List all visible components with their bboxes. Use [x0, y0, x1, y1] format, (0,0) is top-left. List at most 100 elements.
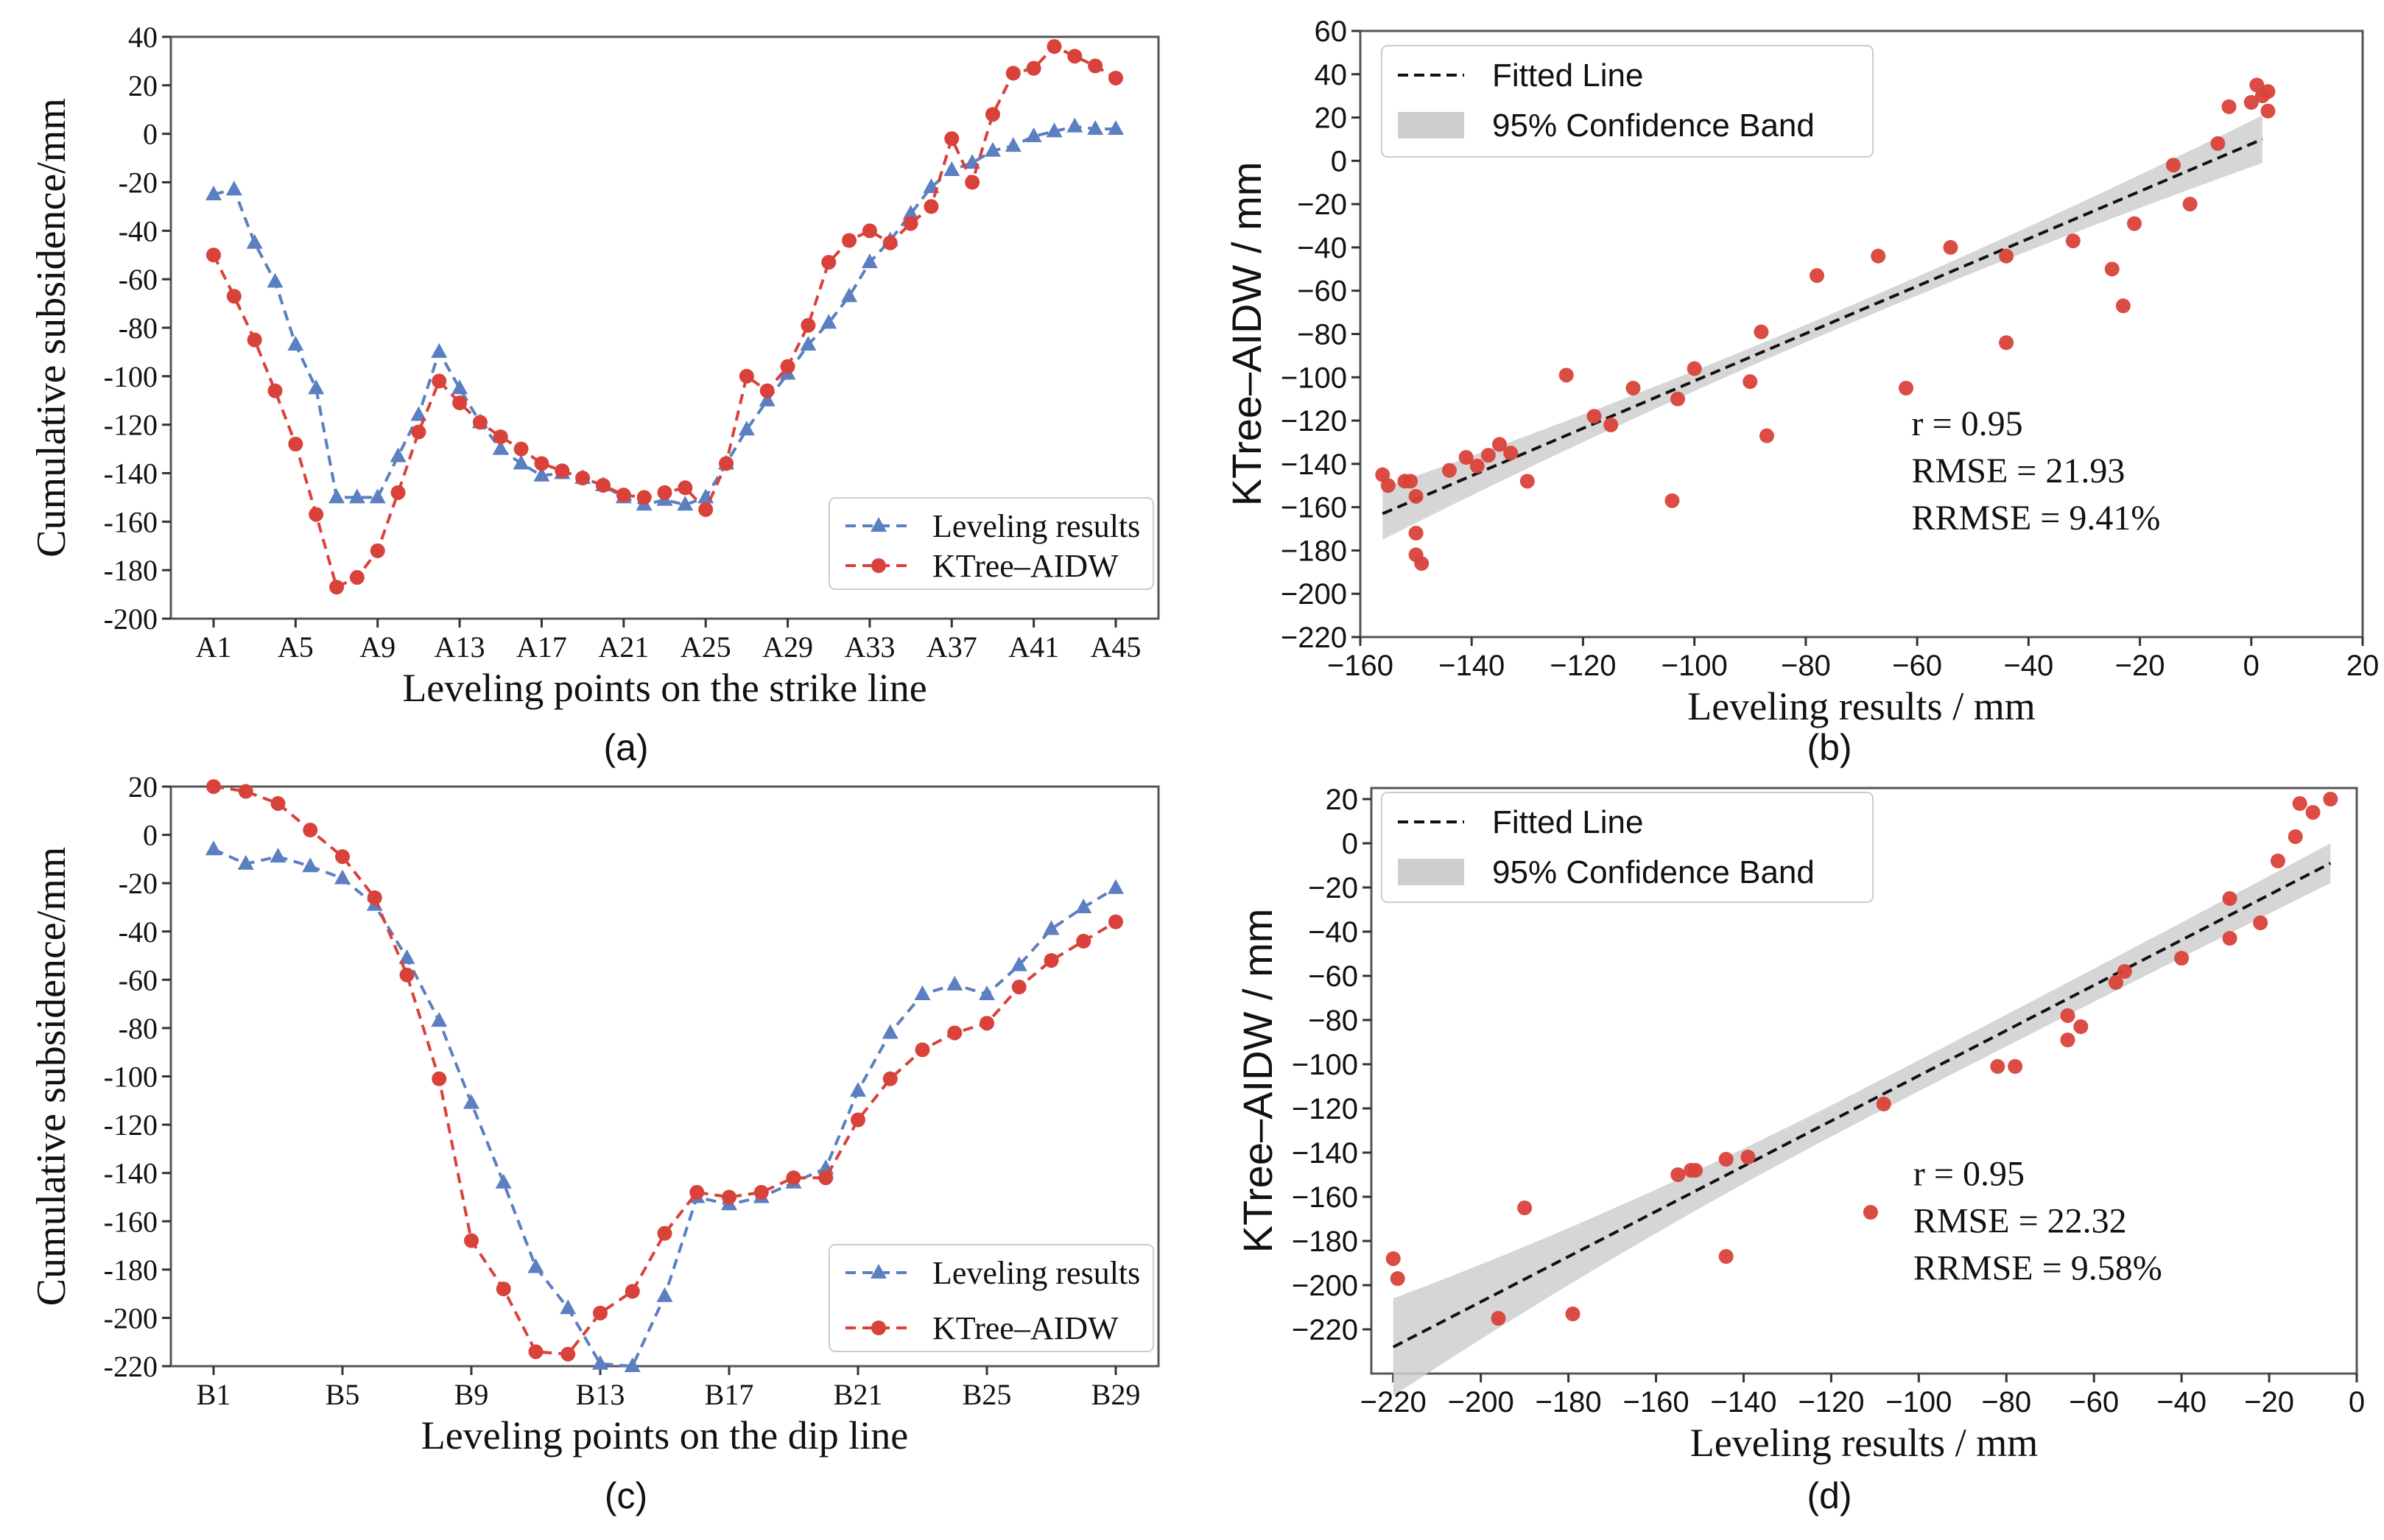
x-tick-label: A9	[359, 630, 395, 664]
stat-annotation: RMSE = 21.93	[1912, 451, 2125, 491]
legend-label: KTree–AIDW	[932, 1310, 1119, 1346]
data-point-triangle	[225, 180, 242, 196]
legend-label: 95% Confidence Band	[1492, 108, 1815, 144]
data-point-circle	[1044, 953, 1059, 968]
chart-panel-d: (d) 200−20−40−60−80−100−120−140−160−180−…	[1234, 784, 2365, 1516]
data-point-circle	[1088, 58, 1103, 74]
legend-label: Leveling results	[932, 508, 1140, 544]
scatter-point	[1586, 409, 1602, 424]
x-tick-label: A1	[196, 630, 232, 664]
data-point-circle	[786, 1170, 801, 1186]
y-tick-label: -40	[119, 214, 158, 247]
scatter-point	[2243, 94, 2259, 110]
legend-label: Fitted Line	[1492, 804, 1643, 840]
legend-box	[1381, 45, 1874, 158]
data-point-circle	[496, 1281, 511, 1297]
legend-label: Leveling results	[932, 1255, 1140, 1291]
data-point-circle	[472, 415, 488, 430]
data-point-circle	[924, 199, 939, 214]
data-point-circle	[657, 485, 672, 500]
x-tick-label: −140	[1438, 650, 1505, 682]
data-point-triangle	[1043, 920, 1060, 935]
y-tick-label: −140	[1292, 1137, 1358, 1170]
scatter-point	[1414, 556, 1430, 572]
data-point-triangle	[800, 336, 817, 351]
scatter-point	[2182, 197, 2198, 212]
data-point-triangle	[979, 985, 995, 1001]
scatter-point	[2260, 84, 2276, 99]
scatter-point	[1687, 361, 1702, 376]
y-tick-label: −60	[1297, 275, 1347, 308]
x-tick-label: −140	[1710, 1386, 1776, 1418]
data-point-circle	[335, 849, 350, 865]
data-point-triangle	[328, 488, 345, 504]
series-line	[213, 785, 1117, 1356]
scatter-point	[1492, 437, 1508, 452]
data-point-circle	[349, 570, 365, 586]
legend-label: 95% Confidence Band	[1492, 854, 1815, 890]
scatter-point	[2108, 975, 2123, 990]
data-point-circle	[493, 429, 508, 445]
data-point-triangle	[624, 1357, 641, 1372]
scatter-point	[1441, 463, 1457, 478]
data-point-circle	[882, 1071, 898, 1086]
data-point-circle	[636, 490, 652, 505]
data-point-circle	[1067, 49, 1083, 64]
scatter-point	[1390, 1271, 1405, 1286]
scatter-point	[1385, 1251, 1401, 1266]
data-point-circle	[657, 1226, 672, 1241]
x-tick-label: B21	[834, 1378, 883, 1411]
y-tick-label: −40	[1308, 916, 1358, 949]
y-tick-label: −20	[1308, 872, 1358, 904]
chart-panel-c: (c) 20 0 -20 -40 -60 -80 -100 -120 -140 -160 -180 -…	[29, 770, 1160, 1516]
scatter-point	[2210, 136, 2226, 151]
scatter-point	[2260, 103, 2276, 119]
y-tick-label: -180	[104, 554, 158, 587]
scatter-point	[1670, 391, 1685, 407]
data-point-triangle	[463, 1094, 479, 1109]
y-tick-label: −80	[1308, 1005, 1358, 1037]
x-tick-label: B1	[197, 1378, 231, 1411]
data-point-circle	[625, 1284, 640, 1299]
y-tick-label: -220	[104, 1350, 158, 1383]
data-point-circle	[1108, 914, 1123, 929]
scatter-point	[2104, 261, 2120, 277]
y-tick-label: −80	[1297, 319, 1347, 351]
scatter-point	[2222, 931, 2237, 946]
y-tick-label: 0	[1342, 828, 1358, 860]
data-point-triangle	[334, 869, 351, 885]
y-tick-label: -100	[104, 360, 158, 393]
scatter-point	[1999, 335, 2014, 351]
x-tick-label: A41	[1008, 630, 1059, 664]
data-point-triangle	[841, 287, 858, 303]
data-point-circle	[595, 477, 611, 493]
panel-caption-c: (c)	[605, 1475, 647, 1516]
y-tick-label: −220	[1281, 622, 1347, 654]
x-tick-label: −100	[1662, 650, 1728, 682]
data-point-triangle	[943, 161, 960, 177]
scatter-point	[2270, 854, 2285, 868]
y-tick-label: 20	[128, 69, 158, 102]
fitted-line	[1392, 862, 2332, 1349]
data-point-triangle	[902, 205, 919, 220]
data-point-triangle	[1066, 117, 1083, 133]
data-point-circle	[432, 373, 447, 389]
y-tick-label: −40	[1297, 232, 1347, 264]
x-tick-label: −80	[1781, 650, 1831, 682]
y-tick-label: 20	[1315, 102, 1348, 135]
data-point-circle	[1026, 60, 1041, 76]
data-point-circle	[452, 395, 468, 411]
scatter-point	[1458, 450, 1474, 465]
stat-annotation: r = 0.95	[1913, 1154, 2025, 1193]
x-tick-label: −180	[1536, 1386, 1602, 1418]
data-point-circle	[432, 1071, 447, 1086]
x-tick-label: 0	[2349, 1386, 2365, 1418]
data-point-circle	[719, 456, 734, 471]
y-tick-label: −20	[1297, 189, 1347, 221]
data-point-triangle	[738, 421, 755, 436]
data-point-triangle	[369, 488, 386, 504]
legend-box	[1381, 792, 1874, 903]
y-tick-label: -80	[119, 312, 158, 345]
data-point-circle	[689, 1184, 705, 1200]
